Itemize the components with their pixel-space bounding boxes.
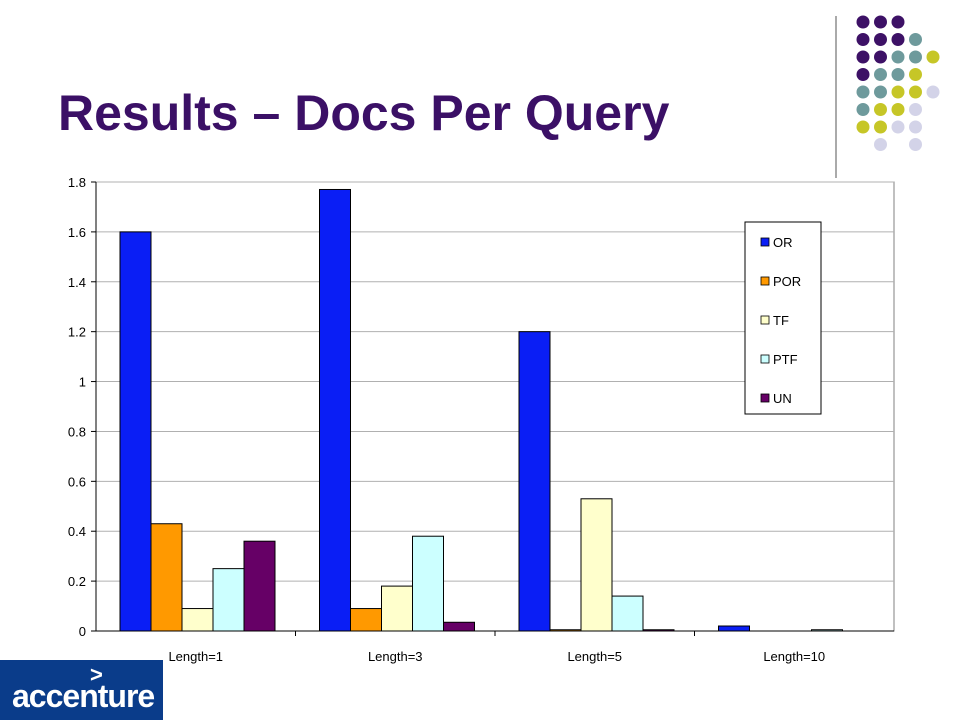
decorative-dot [874, 138, 887, 151]
y-tick-label: 0.8 [68, 424, 86, 439]
chart-legend: OR POR TF PTF UN [744, 221, 822, 415]
bar-un-2 [642, 629, 675, 632]
decorative-dot [891, 15, 905, 29]
decorative-dot [874, 103, 887, 116]
x-tick-label: Length=1 [168, 649, 223, 664]
decorative-dot [874, 15, 887, 29]
decorative-dot [856, 50, 870, 64]
decorative-dot [909, 85, 922, 99]
bar-un-0 [243, 540, 276, 632]
y-tick-label: 0.6 [68, 474, 86, 489]
legend-swatch-or [760, 237, 770, 247]
legend-swatch-un [760, 393, 770, 403]
bar-ptf-1 [412, 535, 444, 632]
y-tick-label: 0 [79, 624, 86, 639]
bar-tf-1 [381, 585, 413, 632]
y-tick-label: 1.2 [68, 325, 86, 340]
legend-box [744, 221, 822, 415]
legend-swatch-ptf [760, 354, 770, 364]
decorative-dot [909, 103, 922, 116]
bar-ptf-2 [611, 595, 644, 632]
legend-label-un: UN [773, 391, 792, 406]
legend-label-por: POR [773, 274, 801, 289]
legend-label-ptf: PTF [773, 352, 798, 367]
decorative-dot [926, 50, 940, 64]
decorative-dot [909, 120, 922, 134]
decorative-dot [856, 120, 870, 134]
logo-chevron-mark: > [90, 662, 103, 687]
y-tick-label: 1.8 [68, 175, 86, 190]
decorative-dot [874, 120, 887, 134]
decorative-dot [891, 33, 905, 46]
decorative-dot [874, 33, 887, 46]
bar-ptf-0 [212, 568, 245, 632]
legend-swatch-por [760, 276, 770, 286]
accenture-logo: > accenture [0, 660, 163, 720]
x-tick-label: Length=10 [763, 649, 825, 664]
bar-ptf-3 [811, 629, 843, 632]
decorative-dot [891, 103, 905, 116]
y-tick-label: 1.4 [68, 275, 86, 290]
bar-or-2 [518, 331, 551, 632]
decorative-dot [926, 85, 940, 99]
decorative-dot [874, 85, 887, 99]
decorative-dot [891, 68, 905, 81]
decorative-dot [891, 50, 905, 64]
decorative-dot [856, 33, 870, 46]
decorative-dot [856, 103, 870, 116]
decorative-dot-grid [835, 15, 940, 178]
legend-swatch-tf [760, 315, 770, 325]
y-tick-label: 1.6 [68, 225, 86, 240]
logo-wordmark: accenture [12, 678, 155, 714]
bar-or-0 [119, 231, 152, 632]
legend-label-or: OR [773, 235, 793, 250]
bar-por-1 [350, 608, 382, 632]
decorative-dot [909, 68, 922, 81]
y-tick-label: 1 [79, 375, 86, 390]
bar-un-1 [443, 621, 475, 632]
x-tick-label: Length=5 [567, 649, 622, 664]
decorative-dot [891, 120, 905, 134]
bar-por-0 [150, 523, 183, 632]
decorative-dot [909, 138, 922, 151]
decorative-dot [909, 33, 922, 46]
bar-tf-0 [181, 608, 214, 632]
decorative-dot [856, 15, 870, 29]
decorative-dot [909, 50, 922, 64]
x-tick-label: Length=3 [368, 649, 423, 664]
y-tick-label: 0.2 [68, 574, 86, 589]
decorative-dot [874, 50, 887, 64]
bar-tf-2 [580, 498, 613, 632]
decorative-dot [874, 68, 887, 81]
bar-por-2 [549, 629, 582, 632]
y-tick-label: 0.4 [68, 524, 86, 539]
decorative-dot [856, 68, 870, 81]
slide-title: Results – Docs Per Query [58, 85, 670, 141]
bar-or-3 [718, 625, 750, 632]
legend-label-tf: TF [773, 313, 789, 328]
decorative-dot [891, 85, 905, 99]
decorative-dot [856, 85, 870, 99]
bar-or-1 [319, 188, 351, 632]
